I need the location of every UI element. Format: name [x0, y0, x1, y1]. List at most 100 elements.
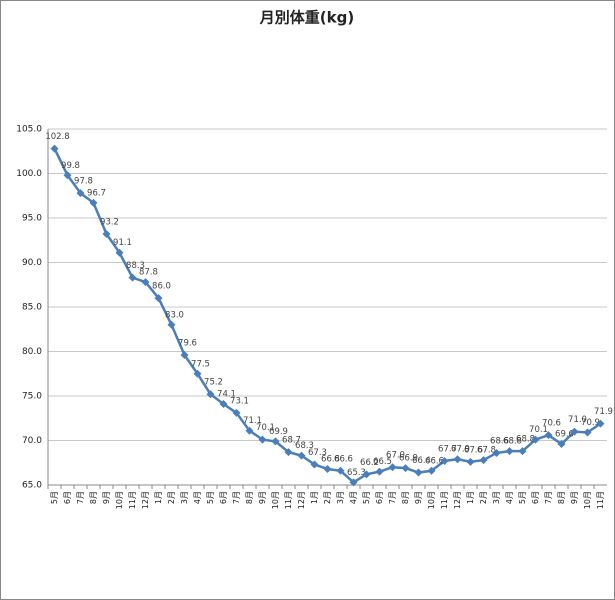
x-tick-label: 7月	[76, 491, 85, 504]
x-tick-label: 3月	[492, 491, 501, 504]
x-tick-label: 12月	[141, 491, 150, 509]
x-tick-label: 5月	[206, 491, 215, 504]
y-tick-label: 100.0	[16, 169, 42, 179]
marker	[362, 470, 371, 479]
data-label: 99.8	[61, 161, 80, 171]
marker	[141, 278, 150, 287]
marker	[570, 427, 579, 436]
data-label: 88.3	[126, 261, 145, 271]
x-tick-label: 1月	[154, 491, 163, 504]
marker	[232, 408, 241, 417]
data-label: 70.1	[256, 423, 275, 433]
marker	[271, 437, 280, 446]
data-label: 71.0	[568, 415, 587, 425]
marker	[336, 466, 345, 475]
y-tick-label: 70.0	[22, 436, 42, 446]
x-tick-label: 12月	[453, 491, 462, 509]
data-label: 102.8	[45, 132, 69, 142]
x-tick-label: 10月	[271, 491, 280, 509]
x-tick-label: 4月	[349, 491, 358, 504]
marker	[596, 419, 605, 428]
marker	[193, 369, 202, 378]
marker	[258, 435, 267, 444]
data-label: 68.8	[516, 435, 535, 445]
data-label: 91.1	[113, 238, 132, 248]
x-tick-label: 6月	[63, 491, 72, 504]
marker	[349, 478, 358, 487]
x-tick-label: 7月	[388, 491, 397, 504]
data-label: 70.6	[542, 419, 561, 429]
data-label: 79.6	[178, 339, 197, 349]
marker	[323, 464, 332, 473]
x-tick-label: 6月	[219, 491, 228, 504]
x-tick-label: 9月	[570, 491, 579, 504]
marker	[310, 460, 319, 469]
marker	[219, 400, 228, 409]
x-tick-label: 8月	[557, 491, 566, 504]
y-tick-label: 95.0	[22, 214, 42, 224]
data-label: 66.2	[360, 458, 379, 468]
x-tick-label: 2月	[167, 491, 176, 504]
y-tick-label: 80.0	[22, 347, 42, 357]
marker	[531, 435, 540, 444]
marker	[544, 431, 553, 440]
data-label: 66.4	[412, 456, 431, 466]
x-tick-label: 11月	[128, 491, 137, 509]
marker	[102, 230, 111, 239]
marker	[245, 426, 254, 435]
data-label: 74.1	[217, 390, 236, 400]
data-label: 71.1	[243, 416, 262, 426]
x-tick-label: 5月	[50, 491, 59, 504]
x-tick-label: 3月	[336, 491, 345, 504]
marker	[492, 448, 501, 457]
marker	[583, 428, 592, 437]
data-label: 65.3	[347, 468, 366, 478]
y-tick-label: 90.0	[22, 258, 42, 268]
data-label: 77.5	[191, 359, 210, 369]
marker	[50, 144, 59, 153]
data-label: 69.9	[269, 427, 288, 437]
marker	[427, 466, 436, 475]
data-label: 66.8	[321, 454, 340, 464]
y-tick-label: 85.0	[22, 303, 42, 313]
marker	[128, 273, 137, 282]
marker	[505, 447, 514, 456]
data-label: 71.9	[594, 407, 613, 417]
data-label: 70.9	[581, 418, 600, 428]
x-tick-label: 8月	[245, 491, 254, 504]
marker	[89, 198, 98, 207]
x-tick-label: 1月	[310, 491, 319, 504]
x-tick-label: 4月	[505, 491, 514, 504]
marker	[557, 440, 566, 449]
marker	[63, 171, 72, 180]
data-label: 67.0	[386, 451, 405, 461]
marker	[154, 294, 163, 303]
data-label: 83.0	[165, 310, 184, 320]
data-label: 68.3	[295, 441, 314, 451]
x-tick-label: 11月	[440, 491, 449, 509]
data-label: 67.3	[308, 448, 327, 458]
marker	[167, 320, 176, 329]
marker	[479, 456, 488, 465]
marker	[180, 351, 189, 360]
marker	[115, 248, 124, 257]
data-label: 69.6	[555, 430, 574, 440]
chart-title: 月別体重(kg)	[259, 9, 354, 27]
data-label: 66.9	[399, 454, 418, 464]
data-label: 66.5	[373, 457, 392, 467]
x-tick-label: 9月	[102, 491, 111, 504]
data-label: 67.9	[451, 445, 470, 455]
data-label: 70.1	[529, 425, 548, 435]
data-label: 73.1	[230, 396, 249, 406]
x-tick-label: 5月	[518, 491, 527, 504]
x-tick-label: 3月	[180, 491, 189, 504]
data-label: 75.2	[204, 378, 223, 388]
x-tick-label: 12月	[297, 491, 306, 509]
x-tick-label: 1月	[466, 491, 475, 504]
x-tick-label: 7月	[232, 491, 241, 504]
x-tick-label: 9月	[258, 491, 267, 504]
x-tick-label: 4月	[193, 491, 202, 504]
data-label: 96.7	[87, 188, 106, 198]
